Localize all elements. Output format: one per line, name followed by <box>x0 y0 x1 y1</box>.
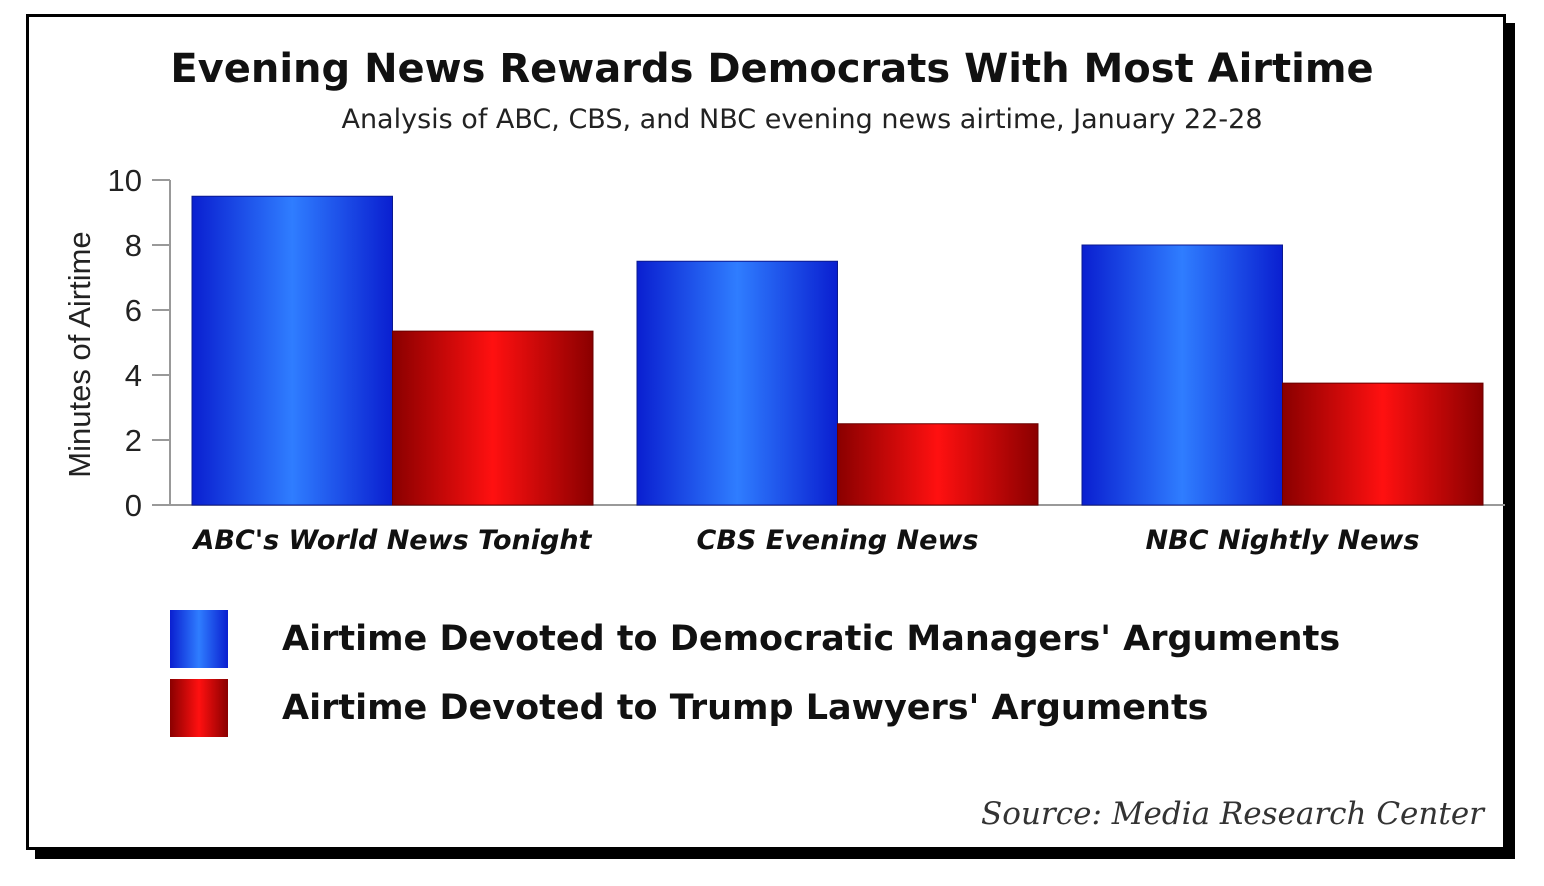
legend-item-democratic: Airtime Devoted to Democratic Managers' … <box>170 610 1340 668</box>
legend-label-democratic: Airtime Devoted to Democratic Managers' … <box>282 619 1341 659</box>
y-tick-label: 10 <box>108 163 142 198</box>
bar-democratic-0 <box>191 195 393 506</box>
chart-subtitle: Analysis of ABC, CBS, and NBC evening ne… <box>341 104 1263 135</box>
bar-democratic-2 <box>1081 244 1283 506</box>
legend-label-trump: Airtime Devoted to Trump Lawyers' Argume… <box>282 688 1209 728</box>
y-tick-label: 4 <box>125 358 142 393</box>
legend-item-trump: Airtime Devoted to Trump Lawyers' Argume… <box>170 679 1209 737</box>
legend-swatch-blue <box>170 610 228 668</box>
chart-title: Evening News Rewards Democrats With Most… <box>170 46 1374 92</box>
bar-democratic-1 <box>636 260 838 506</box>
bar-trump-1 <box>837 423 1039 506</box>
y-tick-label: 8 <box>125 228 142 263</box>
bar-trump-2 <box>1282 382 1484 506</box>
y-tick-label: 0 <box>125 488 142 523</box>
x-category-label: CBS Evening News <box>697 525 979 556</box>
bar-trump-0 <box>392 330 594 506</box>
x-category-label: NBC Nightly News <box>1146 525 1420 556</box>
y-axis-title: Minutes of Airtime <box>62 231 97 477</box>
legend-swatch-red <box>170 679 228 737</box>
y-tick-label: 6 <box>125 293 142 328</box>
x-category-label: ABC's World News Tonight <box>192 525 593 556</box>
source-note: Source: Media Research Center <box>981 796 1484 832</box>
y-tick-label: 2 <box>125 423 142 458</box>
